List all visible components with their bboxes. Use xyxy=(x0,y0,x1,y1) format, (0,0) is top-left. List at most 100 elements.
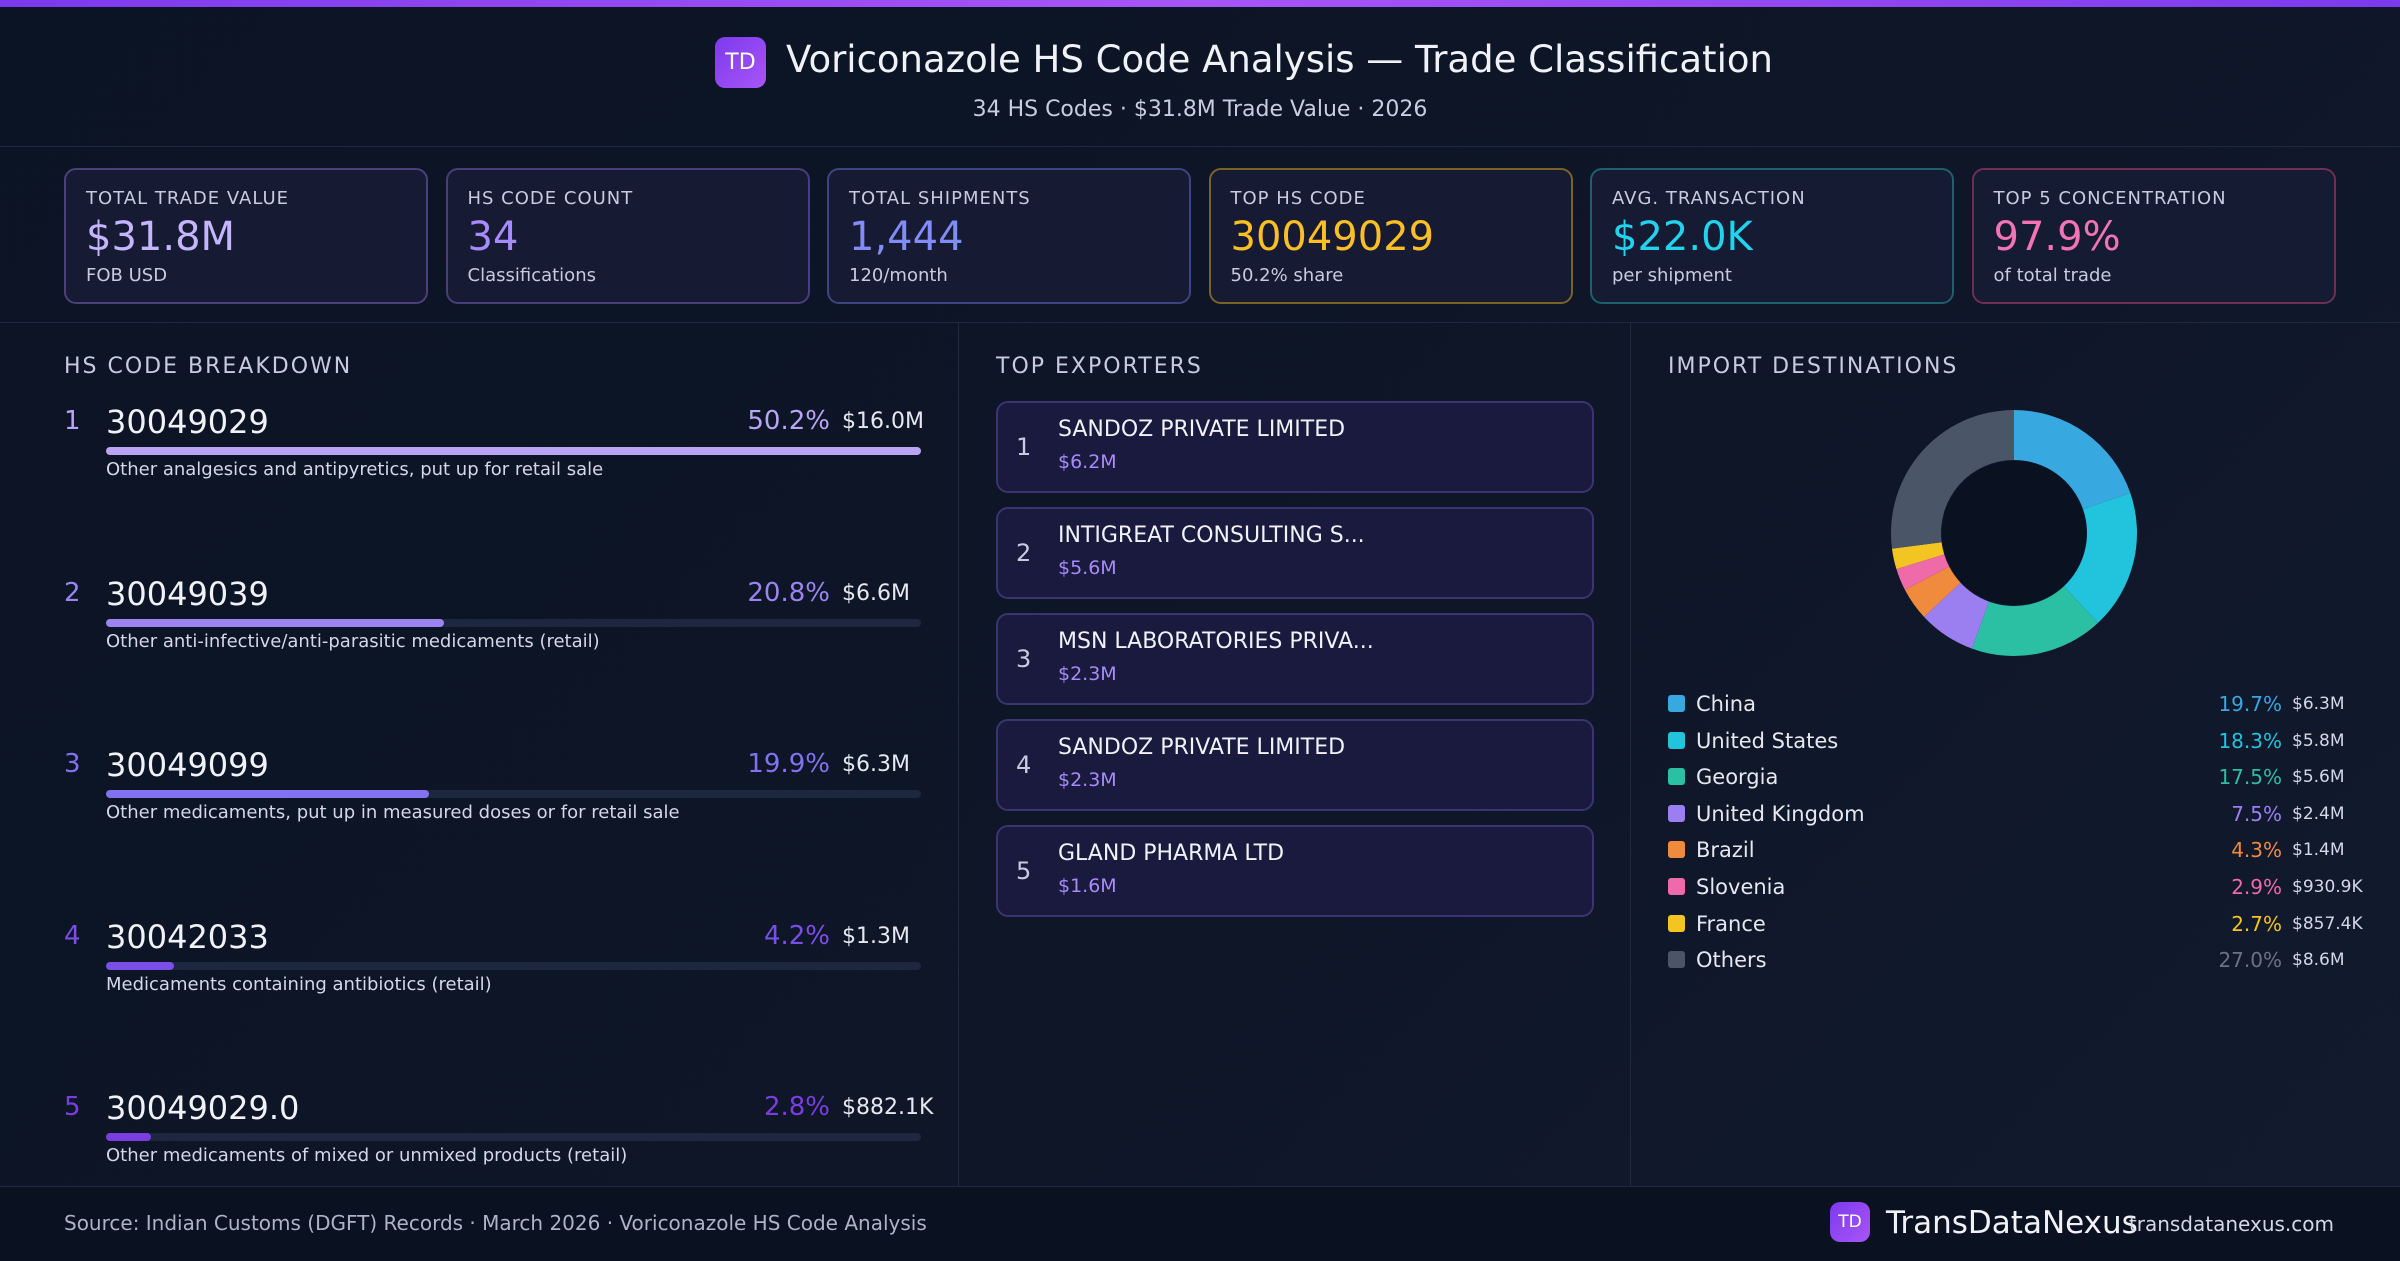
kpi-label: TOP HS CODE xyxy=(1230,188,1366,209)
legend-percent: 19.7% xyxy=(2218,692,2282,716)
legend-swatch xyxy=(1668,841,1685,859)
hs-rank: 5 xyxy=(64,1092,81,1122)
legend-swatch xyxy=(1668,695,1685,712)
kpi-sub: of total trade xyxy=(1993,265,2112,286)
hs-description: Other anti-infective/anti-parasitic medi… xyxy=(106,630,600,652)
kpi-card xyxy=(445,168,810,304)
hs-value: $6.6M xyxy=(842,580,910,606)
section-title: IMPORT DESTINATIONS xyxy=(1668,354,1959,379)
kpi-label: TOP 5 CONCENTRATION xyxy=(1993,188,2227,209)
legend-label: Georgia xyxy=(1696,765,1779,790)
legend-label: Slovenia xyxy=(1696,875,1786,899)
kpi-card xyxy=(827,168,1191,304)
kpi-sub: FOB USD xyxy=(86,265,168,286)
hs-code: 30042033 xyxy=(106,917,269,956)
hs-share: 50.2% xyxy=(747,406,830,436)
kpi-value: 34 xyxy=(467,214,519,260)
header-logo: TD xyxy=(715,37,766,88)
footer-logo: TD xyxy=(1830,1202,1870,1242)
legend-percent: 17.5% xyxy=(2218,765,2282,790)
legend-percent: 27.0% xyxy=(2218,948,2282,973)
footer-brand: TransDataNexus xyxy=(1886,1205,2138,1241)
kpi-value: $22.0K xyxy=(1612,214,1753,260)
exporter-rank: 4 xyxy=(1016,751,1032,779)
hs-share-bar xyxy=(106,961,175,970)
exporter-card xyxy=(996,719,1594,811)
donut-slice xyxy=(2014,410,2131,510)
kpi-card xyxy=(1971,168,2336,304)
hs-share: 2.8% xyxy=(763,1092,830,1122)
kpi-sub: 120/month xyxy=(849,265,948,286)
exporter-rank: 5 xyxy=(1016,857,1032,885)
exporter-value: $5.6M xyxy=(1058,557,1117,579)
bar-track xyxy=(106,961,921,970)
legend-swatch xyxy=(1668,731,1685,749)
bar-track xyxy=(106,618,921,627)
hs-share: 20.8% xyxy=(747,577,830,608)
hs-rank: 2 xyxy=(64,577,81,608)
legend-swatch xyxy=(1668,768,1685,786)
header-subtitle: 34 HS Codes · $31.8M Trade Value · 2026 xyxy=(972,97,1428,122)
legend-swatch xyxy=(1668,951,1685,969)
bar-track xyxy=(106,790,921,798)
hs-code: 30049039 xyxy=(106,574,269,613)
exporter-card xyxy=(996,825,1594,917)
bar-track xyxy=(106,1133,921,1141)
legend-value: $8.6M xyxy=(2292,950,2345,971)
kpi-card xyxy=(64,168,428,304)
hs-code: 30049099 xyxy=(106,746,269,784)
legend-percent: 4.3% xyxy=(2231,838,2282,863)
donut-slice xyxy=(1904,566,1961,617)
legend-label: Others xyxy=(1696,948,1767,973)
donut-slice xyxy=(1891,410,2014,549)
exporter-value: $6.2M xyxy=(1058,451,1117,473)
legend-percent: 2.9% xyxy=(2231,875,2282,899)
hs-value: $6.3M xyxy=(842,752,910,777)
hs-code: 30049029.0 xyxy=(106,1089,300,1127)
hs-share: 4.2% xyxy=(763,920,830,951)
kpi-sub: 50.2% share xyxy=(1230,265,1344,286)
legend-percent: 18.3% xyxy=(2218,728,2282,753)
legend-label: United Kingdom xyxy=(1696,801,1865,826)
kpi-label: TOTAL TRADE VALUE xyxy=(86,188,290,209)
hs-value: $882.1K xyxy=(842,1095,934,1120)
legend-percent: 7.5% xyxy=(2231,801,2282,826)
exporter-value: $1.6M xyxy=(1058,875,1117,897)
kpi-card xyxy=(1208,168,1573,304)
kpi-label: HS CODE COUNT xyxy=(467,188,634,209)
kpi-value: $31.8M xyxy=(86,214,236,260)
exporter-card xyxy=(996,507,1594,599)
kpi-value: 1,444 xyxy=(849,214,964,260)
divider xyxy=(1630,323,1631,1187)
hs-rank: 4 xyxy=(64,920,81,951)
exporter-name: MSN LABORATORIES PRIVA... xyxy=(1058,629,1374,654)
exporter-rank: 2 xyxy=(1016,539,1032,567)
legend-value: $857.4K xyxy=(2292,913,2363,934)
kpi-label: AVG. TRANSACTION xyxy=(1612,188,1806,209)
legend-label: China xyxy=(1696,692,1756,716)
hs-description: Other medicaments of mixed or unmixed pr… xyxy=(106,1145,628,1166)
header-title: Voriconazole HS Code Analysis — Trade Cl… xyxy=(786,38,1773,81)
legend-value: $5.8M xyxy=(2292,730,2345,751)
donut-slice xyxy=(1891,542,1945,570)
donut-slice xyxy=(1924,582,1990,649)
hs-share-bar xyxy=(106,1133,152,1141)
section-title: HS CODE BREAKDOWN xyxy=(64,354,353,379)
legend-value: $2.4M xyxy=(2292,803,2345,824)
donut-chart xyxy=(1891,410,2137,656)
donut-hole xyxy=(1942,461,2086,605)
exporter-value: $2.3M xyxy=(1058,663,1117,685)
divider xyxy=(0,146,2400,147)
exporter-name: INTIGREAT CONSULTING S... xyxy=(1058,523,1365,548)
divider xyxy=(958,323,959,1187)
legend-label: Brazil xyxy=(1696,838,1755,863)
exporter-name: SANDOZ PRIVATE LIMITED xyxy=(1058,735,1346,760)
footer-url: transdatanexus.com xyxy=(2128,1212,2334,1236)
section-title: TOP EXPORTERS xyxy=(996,354,1203,379)
exporter-rank: 3 xyxy=(1016,645,1032,673)
kpi-sub: Classifications xyxy=(467,265,596,286)
kpi-value: 97.9% xyxy=(1993,214,2121,260)
legend-swatch xyxy=(1668,804,1685,822)
top-accent-bar xyxy=(0,0,2400,7)
legend-value: $1.4M xyxy=(2292,840,2345,861)
